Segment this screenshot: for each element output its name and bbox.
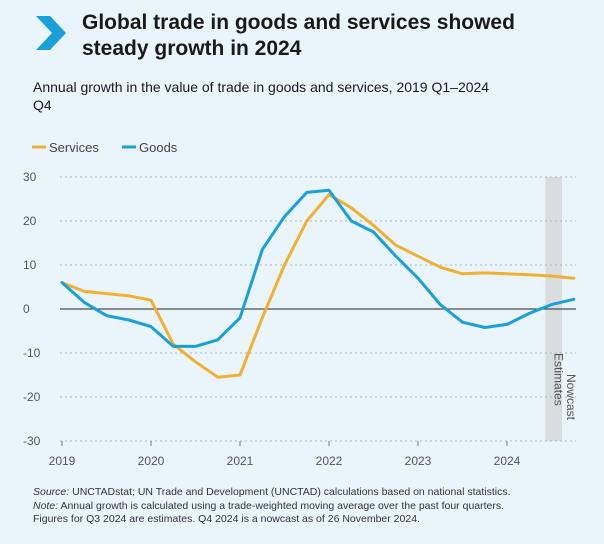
y-tick-label: -20 [23, 390, 41, 404]
chart-title: Global trade in goods and services showe… [82, 10, 582, 62]
chart-subtitle: Annual growth in the value of trade in g… [33, 78, 573, 114]
legend-label-goods: Goods [139, 140, 178, 155]
source-line: Source: UNCTADstat; UN Trade and Develop… [33, 486, 593, 500]
x-tick-label: 2024 [494, 454, 521, 468]
legend-label-services: Services [49, 140, 99, 155]
title-line-1: Global trade in goods and services showe… [82, 11, 515, 34]
note-line-2: Figures for Q3 2024 are estimates. Q4 20… [33, 513, 420, 525]
estimates-label: Estimates [552, 353, 566, 406]
x-tick-label: 2022 [316, 454, 343, 468]
x-tick-label: 2023 [405, 454, 432, 468]
note-text: Annual growth is calculated using a trad… [58, 499, 505, 512]
y-tick-label: 10 [23, 258, 37, 272]
series-line-services [60, 193, 576, 379]
series-line-goods [60, 188, 576, 348]
chart-footer: Source: UNCTADstat; UN Trade and Develop… [33, 486, 593, 527]
y-tick-label: -30 [23, 434, 41, 448]
source-label: Source: [33, 486, 70, 498]
y-tick-label: 30 [23, 170, 37, 184]
y-tick-label: 20 [23, 214, 37, 228]
x-tick-label: 2021 [227, 454, 254, 468]
x-tick-label: 2019 [49, 454, 76, 468]
y-tick-label: 0 [23, 302, 30, 316]
source-text: UNCTADstat; UN Trade and Development (UN… [69, 486, 511, 498]
subtitle-line-2: Q4 [33, 97, 52, 113]
nowcast-label: Nowcast [564, 374, 578, 421]
title-line-2: steady growth in 2024 [82, 37, 302, 60]
note-label: Note: [33, 499, 59, 512]
subtitle-line-1: Annual growth in the value of trade in g… [33, 79, 490, 95]
x-tick-label: 2020 [138, 454, 165, 468]
y-tick-label: -10 [23, 346, 41, 360]
chevron-icon [36, 16, 66, 50]
note-line: Note: Annual growth is calculated using … [33, 500, 593, 514]
